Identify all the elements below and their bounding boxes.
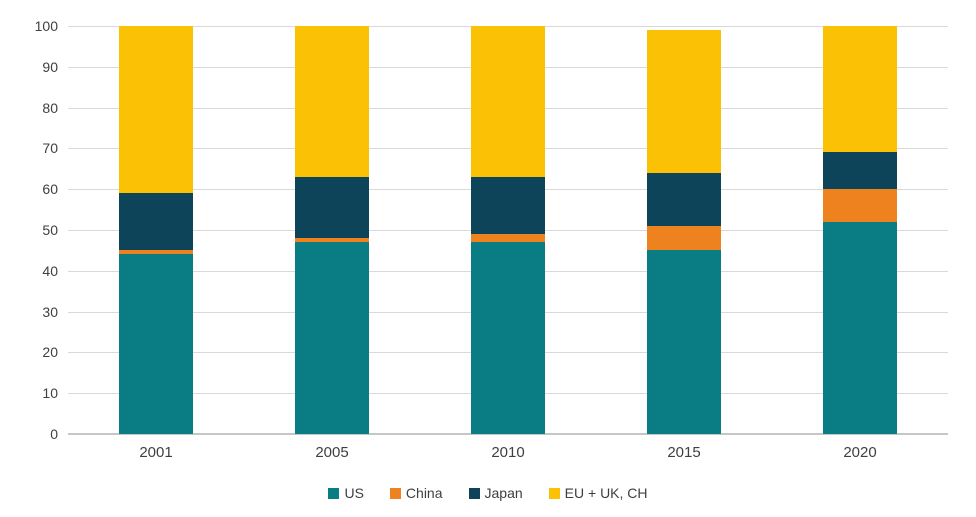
legend-label-japan: Japan bbox=[484, 485, 523, 501]
legend-swatch-us bbox=[328, 487, 340, 499]
bar-2015-eu-uk-ch bbox=[647, 30, 721, 173]
y-tick-label-80: 80 bbox=[42, 99, 58, 116]
bar-2010-us bbox=[471, 242, 545, 434]
legend-label-china: China bbox=[405, 485, 443, 501]
legend-item-eu-uk-ch: EU + UK, CH bbox=[548, 485, 648, 501]
x-tick-label-2015: 2015 bbox=[667, 444, 701, 461]
bar-2001-japan bbox=[119, 193, 193, 251]
y-tick-label-40: 40 bbox=[42, 262, 58, 279]
y-tick-label-20: 20 bbox=[42, 344, 58, 361]
legend-label-us: US bbox=[344, 485, 364, 501]
legend-swatch-japan bbox=[468, 487, 480, 499]
bar-2001-us bbox=[119, 254, 193, 434]
legend-item-japan: Japan bbox=[468, 485, 523, 501]
x-tick-label-2005: 2005 bbox=[315, 444, 349, 461]
legend-item-china: China bbox=[389, 485, 443, 501]
bar-2015-us bbox=[647, 250, 721, 434]
y-tick-label-70: 70 bbox=[42, 140, 58, 157]
y-tick-label-100: 100 bbox=[34, 18, 58, 34]
y-tick-label-30: 30 bbox=[42, 303, 58, 320]
y-tick-label-50: 50 bbox=[42, 222, 58, 238]
legend: US China Japan EU + UK, CH bbox=[0, 481, 976, 505]
bar-2001-china bbox=[119, 250, 193, 255]
y-tick-label-90: 90 bbox=[42, 58, 58, 75]
x-axis-line bbox=[68, 433, 948, 435]
bar-2005-eu-uk-ch bbox=[295, 26, 369, 177]
bar-2005-japan bbox=[295, 176, 369, 239]
legend-swatch-china bbox=[389, 487, 401, 499]
x-tick-label-2010: 2010 bbox=[491, 444, 525, 461]
x-tick-label-2020: 2020 bbox=[843, 444, 877, 461]
bar-2020-japan bbox=[823, 152, 897, 190]
bar-2015-china bbox=[647, 225, 721, 251]
y-tick-label-10: 10 bbox=[42, 385, 58, 402]
y-tick-label-0: 0 bbox=[50, 426, 58, 442]
bar-2005-us bbox=[295, 242, 369, 434]
bar-2010-china bbox=[471, 234, 545, 243]
legend-item-us: US bbox=[328, 485, 364, 501]
bar-2010-eu-uk-ch bbox=[471, 26, 545, 177]
bar-2005-china bbox=[295, 238, 369, 243]
bar-2020-eu-uk-ch bbox=[823, 26, 897, 153]
bar-2001-eu-uk-ch bbox=[119, 26, 193, 194]
legend-swatch-eu-uk-ch bbox=[548, 487, 560, 499]
legend-label-eu-uk-ch: EU + UK, CH bbox=[564, 485, 648, 501]
bar-2020-us bbox=[823, 221, 897, 434]
bar-2015-japan bbox=[647, 172, 721, 226]
bar-2010-japan bbox=[471, 176, 545, 235]
y-tick-label-60: 60 bbox=[42, 181, 58, 198]
x-tick-label-2001: 2001 bbox=[139, 444, 173, 461]
bar-2020-china bbox=[823, 189, 897, 222]
